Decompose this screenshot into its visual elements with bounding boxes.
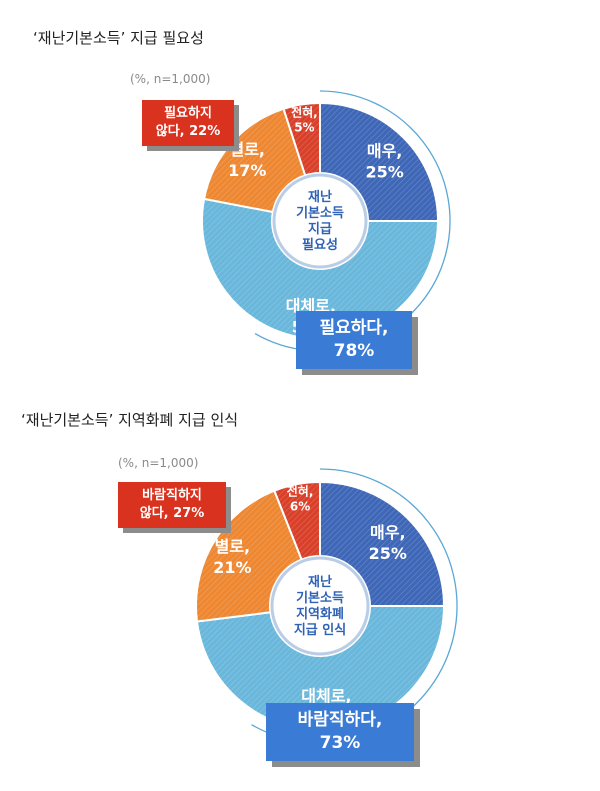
donut-slice (319, 101, 440, 222)
negative-callout-line2: 않다, 27% (139, 506, 205, 521)
negative-callout: 바람직하지 않다, 27% (118, 482, 226, 528)
sample-note: (%, n=1,000) (118, 456, 199, 470)
center-label: 지급 인식 (294, 622, 346, 638)
center-label: 필요성 (302, 238, 338, 253)
donut-center (272, 173, 368, 269)
donut-slice (273, 480, 321, 561)
donut-center (270, 556, 370, 656)
positive-callout: 바람직하다, 73% (266, 703, 414, 761)
chart-panel-1: ‘재난기본소득’ 지급 필요성 (%, n=1,000) 매우,25%대체로,5… (0, 0, 600, 395)
slice-label: 별로, 17% (228, 140, 266, 180)
center-label: 기본소득 (296, 591, 344, 606)
donut-slice (319, 480, 446, 607)
positive-callout-line1: 바람직하다, (297, 710, 383, 730)
center-label: 재난 (308, 575, 332, 590)
negative-callout: 필요하지 않다, 22% (142, 100, 234, 146)
positive-callout-line1: 필요하다, (319, 318, 389, 338)
slice-label: 매우, 25% (365, 141, 403, 181)
slice-label: 별로, 21% (213, 537, 251, 577)
donut-slice (202, 107, 307, 214)
negative-callout-line1: 바람직하지 (142, 488, 202, 503)
slice-label: 전혀, 6% (287, 484, 314, 514)
positive-callout-line2: 78% (333, 341, 375, 361)
positive-callout-line2: 73% (319, 733, 361, 753)
donut-slice (195, 605, 446, 731)
negative-callout-line2: 않다, 22% (155, 124, 221, 139)
chart-panel-2: ‘재난기본소득’ 지역화폐 지급 인식 (%, n=1,000) 매우, 25% 대… (0, 395, 600, 791)
negative-callout-line1: 필요하지 (164, 106, 212, 121)
center-label: 기본소득 (296, 206, 344, 221)
chart-title: ‘재난기본소득’ 지급 필요성 (33, 29, 204, 47)
center-label: 지급 (308, 222, 332, 237)
donut-slice (282, 101, 321, 177)
positive-callout: 필요하다, 78% (296, 311, 412, 369)
sample-note: (%, n=1,000) (130, 72, 211, 86)
slice-label: 매우, 25% (369, 523, 407, 563)
slice-label: 전혀, 5% (291, 104, 318, 134)
chart-title: ‘재난기본소득’ 지역화폐 지급 인식 (21, 411, 239, 429)
donut-slice (195, 489, 303, 623)
center-label: 재난 (308, 190, 332, 205)
center-label: 지역화폐 (296, 606, 344, 622)
